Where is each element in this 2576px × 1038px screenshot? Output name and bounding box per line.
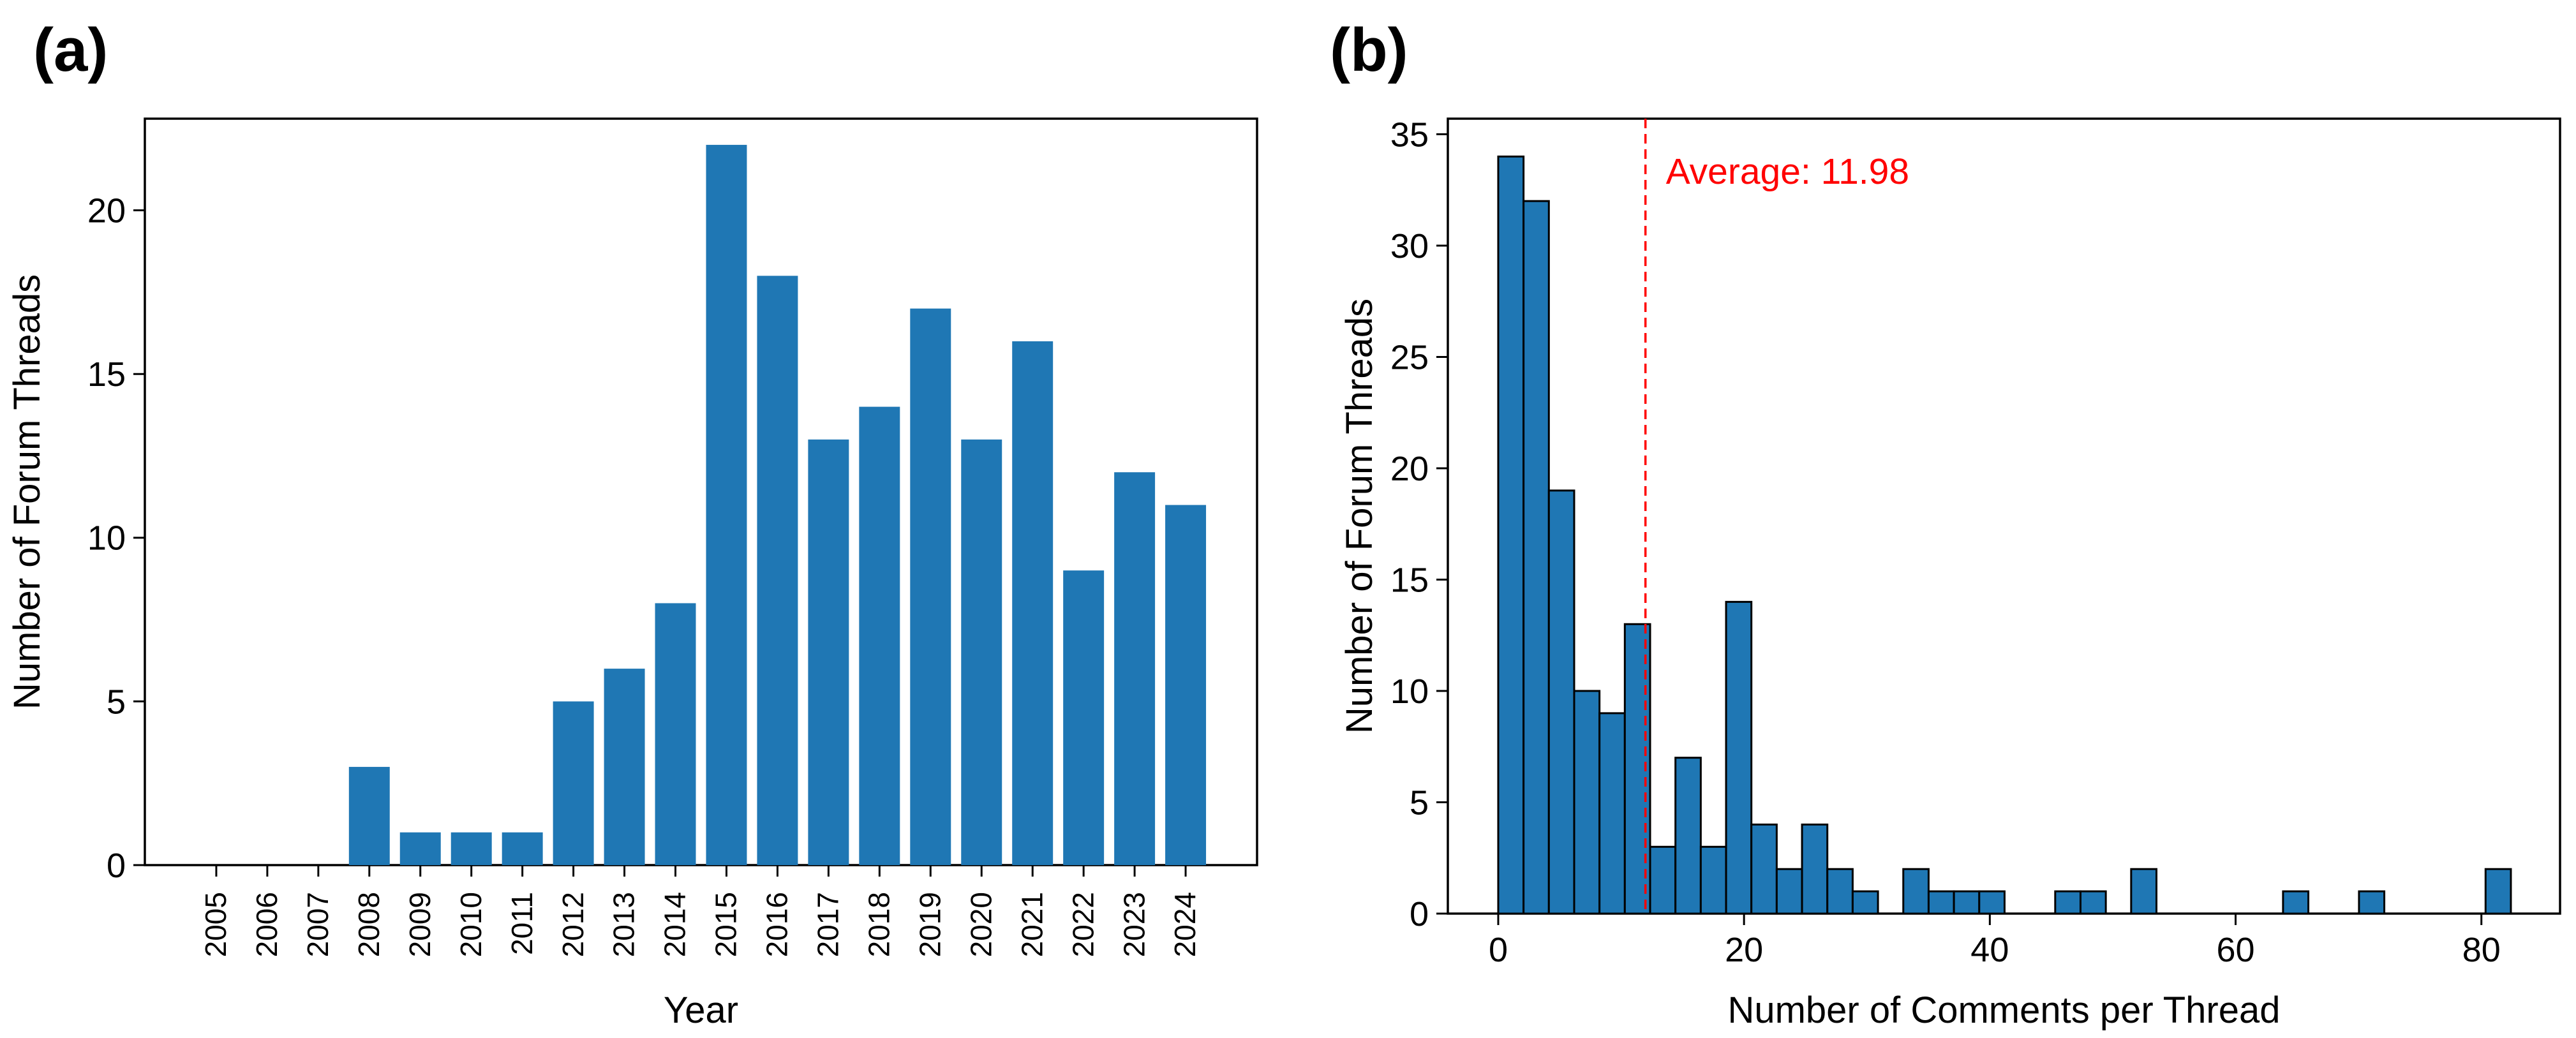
year-bar <box>1114 472 1156 865</box>
x-tick-label: 60 <box>2217 931 2255 969</box>
y-tick-label: 20 <box>1390 450 1429 488</box>
y-tick-label: 0 <box>1410 895 1429 933</box>
y-tick-label: 15 <box>1390 561 1429 599</box>
x-axis-label: Number of Comments per Thread <box>1727 990 2280 1031</box>
year-bar <box>1063 570 1105 865</box>
histogram-bar <box>1851 890 1879 915</box>
histogram-bar <box>1725 600 1753 915</box>
panel-b-letter: (b) <box>1330 16 1408 84</box>
year-bar <box>961 439 1002 865</box>
year-bar <box>808 439 849 865</box>
histogram-bar <box>1523 200 1550 915</box>
y-tick-label: 10 <box>87 519 126 558</box>
x-tick-label-year: 2005 <box>199 892 232 957</box>
histogram-bar <box>2054 890 2081 915</box>
year-bar <box>450 832 492 865</box>
year-bar <box>502 832 543 865</box>
histogram-bar <box>1902 868 1930 915</box>
y-axis-label: Number of Forum Threads <box>1339 299 1380 734</box>
histogram-bar <box>1547 489 1575 915</box>
average-annotation: Average: 11.98 <box>1666 151 1909 192</box>
x-tick-label-year: 2011 <box>505 892 539 955</box>
y-axis-label: Number of Forum Threads <box>6 274 48 709</box>
year-bar <box>757 276 798 865</box>
x-tick-label-year: 2017 <box>812 892 845 957</box>
year-bar <box>655 603 696 865</box>
histogram-bar <box>1598 712 1626 915</box>
x-tick-label-year: 2006 <box>250 892 283 957</box>
histogram-bar <box>1826 868 1854 915</box>
x-tick-label-year: 2009 <box>403 892 436 957</box>
x-tick-label-year: 2021 <box>1015 892 1048 957</box>
histogram-bar <box>2130 868 2158 915</box>
histogram-bar <box>1927 890 1955 915</box>
x-tick-label-year: 2024 <box>1168 892 1202 957</box>
histogram-bar <box>1573 690 1601 915</box>
year-bar <box>553 701 594 865</box>
histogram-bar <box>1674 757 1702 915</box>
histogram-bar <box>1750 823 1778 915</box>
y-tick-label: 5 <box>107 683 126 721</box>
y-tick-label: 0 <box>107 847 126 885</box>
year-bar <box>706 145 747 866</box>
histogram-bar <box>2358 890 2386 915</box>
x-tick-label: 20 <box>1725 931 1763 969</box>
x-tick-label-year: 2010 <box>454 892 488 957</box>
year-bar <box>1165 505 1207 865</box>
y-tick-label: 30 <box>1390 227 1429 265</box>
histogram-bar <box>1953 890 1981 915</box>
y-tick-label: 5 <box>1410 783 1429 822</box>
y-tick-label: 10 <box>1390 672 1429 711</box>
plot-frame <box>144 117 1258 866</box>
x-tick-label-year: 2013 <box>607 892 641 957</box>
x-tick-label-year: 2016 <box>761 892 794 957</box>
x-axis-label: Year <box>664 990 738 1031</box>
y-tick-label: 25 <box>1390 338 1429 376</box>
histogram-bar <box>2484 868 2512 915</box>
x-tick-label: 80 <box>2462 931 2501 969</box>
year-bar <box>859 406 900 865</box>
histogram-bar <box>2282 890 2310 915</box>
year-bar <box>399 832 441 865</box>
histogram-bar <box>1497 155 1525 915</box>
histogram-bar <box>2079 890 2107 915</box>
y-tick-label: 35 <box>1390 115 1429 154</box>
histogram-bar <box>1801 823 1829 915</box>
x-tick-label: 40 <box>1970 931 2009 969</box>
histogram-bar <box>1649 845 1677 915</box>
x-tick-label-year: 2019 <box>913 892 946 957</box>
x-tick-label-year: 2014 <box>659 892 692 957</box>
x-tick-label-year: 2007 <box>301 892 334 957</box>
y-tick-label: 15 <box>87 355 126 394</box>
x-tick-label-year: 2023 <box>1117 892 1150 957</box>
x-tick-label-year: 2008 <box>352 892 385 957</box>
histogram-bar <box>1978 890 2006 915</box>
panel-a-letter: (a) <box>33 16 108 84</box>
y-tick-label: 20 <box>87 192 126 230</box>
x-tick-label: 0 <box>1489 931 1508 969</box>
x-tick-label-year: 2012 <box>556 892 590 957</box>
year-bar <box>604 669 645 865</box>
x-tick-label-year: 2018 <box>863 892 896 957</box>
x-tick-label-year: 2015 <box>710 892 743 957</box>
x-tick-label-year: 2022 <box>1066 892 1099 957</box>
x-tick-label-year: 2020 <box>964 892 997 957</box>
histogram-bar <box>1775 868 1803 915</box>
year-bar <box>348 767 390 865</box>
year-bar <box>910 308 951 865</box>
year-bar <box>1012 341 1053 865</box>
histogram-bar <box>1699 845 1727 915</box>
